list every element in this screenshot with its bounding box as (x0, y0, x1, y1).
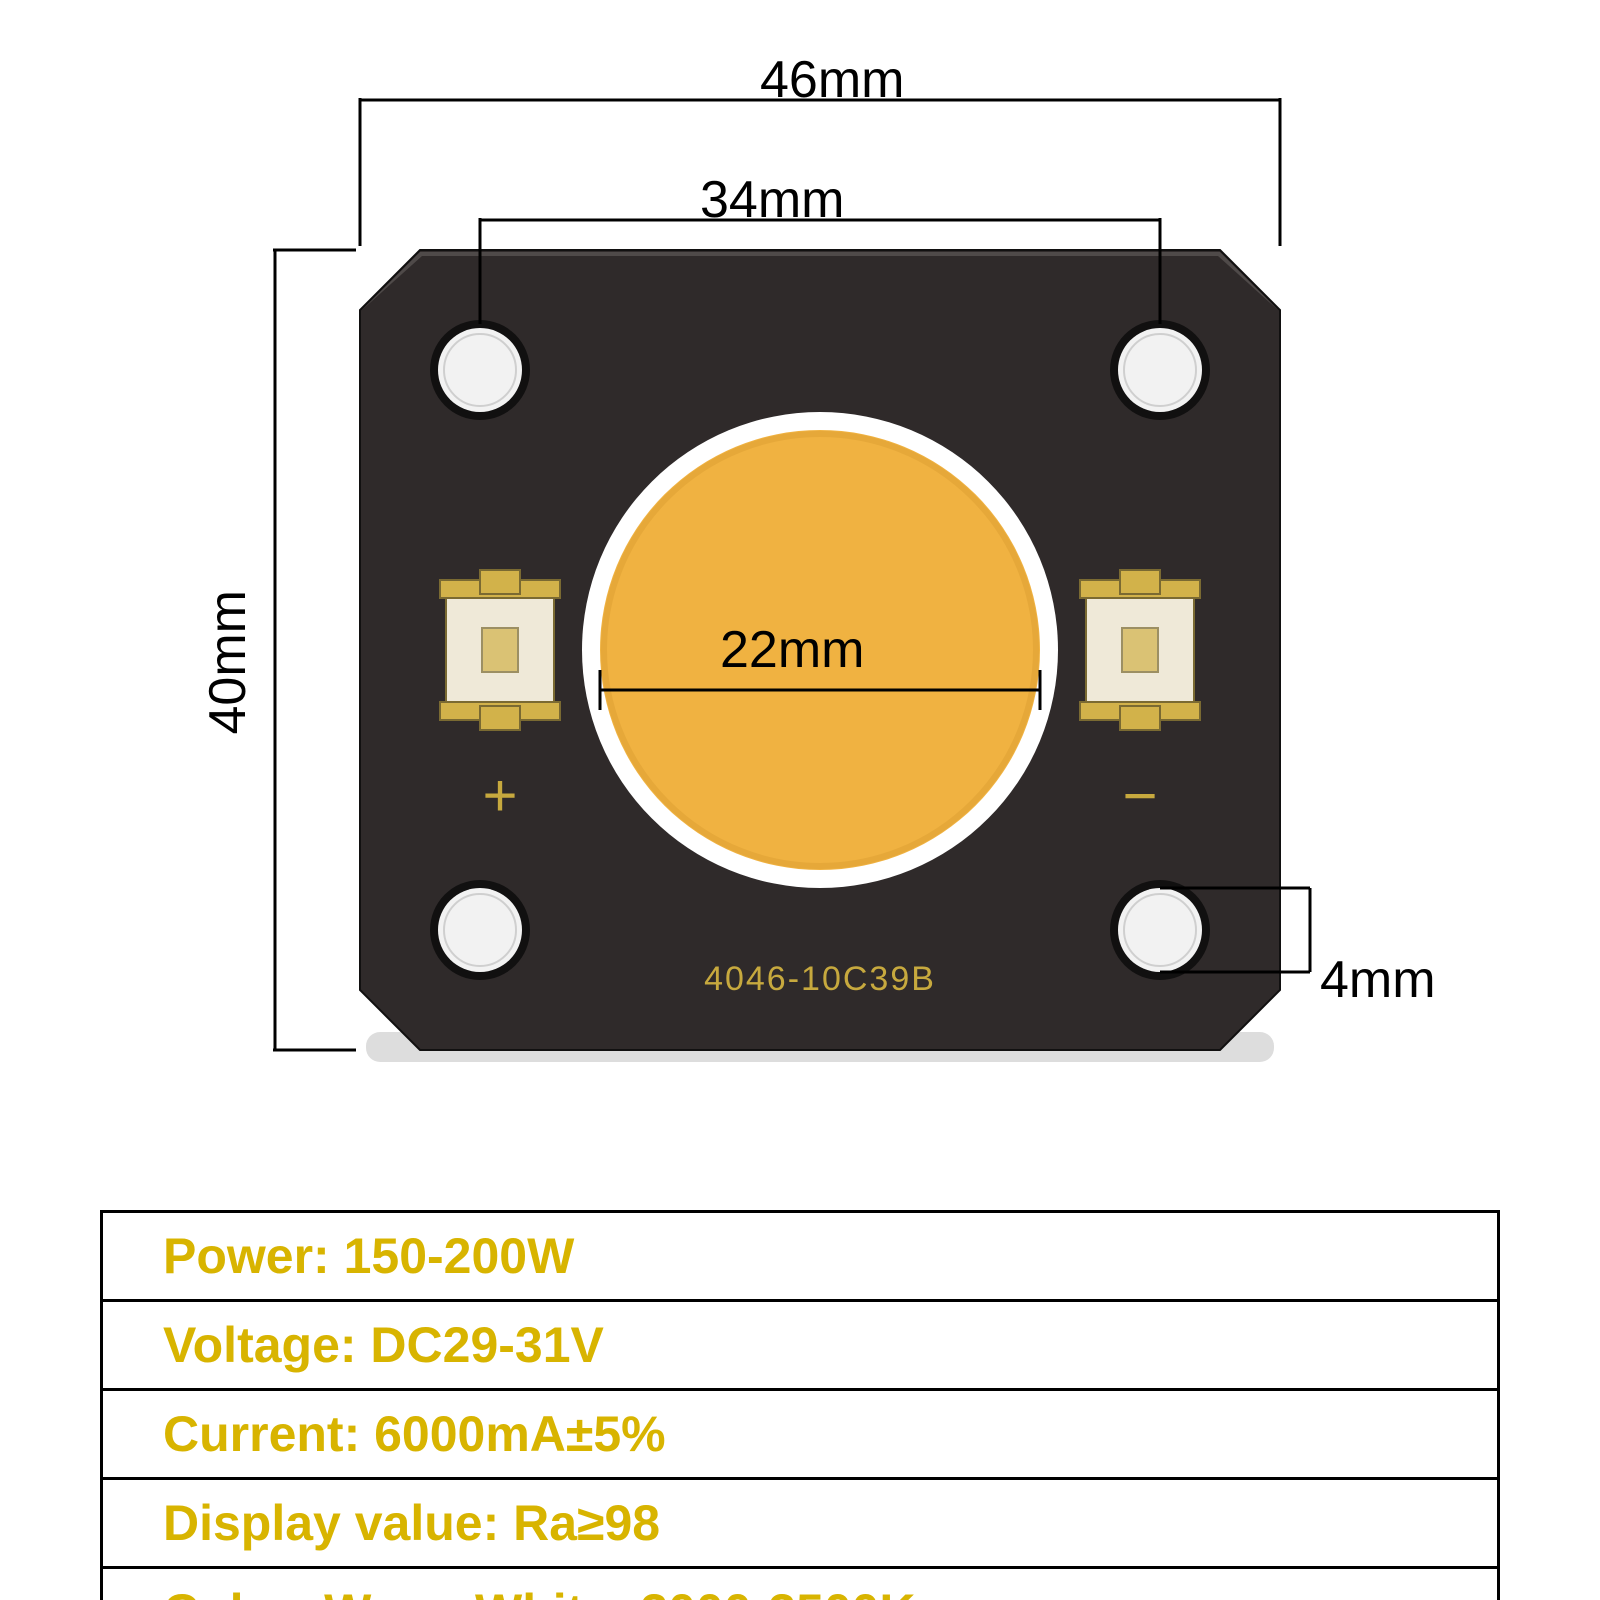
plus-icon: + (482, 762, 517, 829)
spec-row: Current: 6000mA±5% (102, 1390, 1499, 1479)
spec-row: Power: 150-200W (102, 1212, 1499, 1301)
spec-cell: Display value: Ra≥98 (102, 1479, 1499, 1568)
specifications-table: Power: 150-200WVoltage: DC29-31VCurrent:… (100, 1210, 1500, 1600)
label-width: 46mm (760, 50, 904, 110)
label-height: 40mm (198, 590, 258, 734)
label-emitter-diameter: 22mm (720, 620, 864, 680)
spec-row: Voltage: DC29-31V (102, 1301, 1499, 1390)
spec-cell: Current: 6000mA±5% (102, 1390, 1499, 1479)
spec-cell: Color: Warm White=3000-3500K (102, 1568, 1499, 1600)
spec-cell: Power: 150-200W (102, 1212, 1499, 1301)
minus-icon: − (1122, 762, 1157, 829)
spec-cell: Voltage: DC29-31V (102, 1301, 1499, 1390)
solder-pad-positive (440, 570, 560, 730)
spec-row: Display value: Ra≥98 (102, 1479, 1499, 1568)
dimension-height (273, 250, 356, 1050)
product-spec-infographic: + − 4046-10C39B 46mm 34mm 40mm 22mm 4mm … (0, 0, 1600, 1600)
solder-pad-negative (1080, 570, 1200, 730)
label-hole-spacing: 34mm (700, 170, 844, 230)
part-number-silk: 4046-10C39B (704, 960, 936, 998)
spec-row: Color: Warm White=3000-3500K (102, 1568, 1499, 1600)
label-hole-diameter: 4mm (1320, 950, 1436, 1010)
